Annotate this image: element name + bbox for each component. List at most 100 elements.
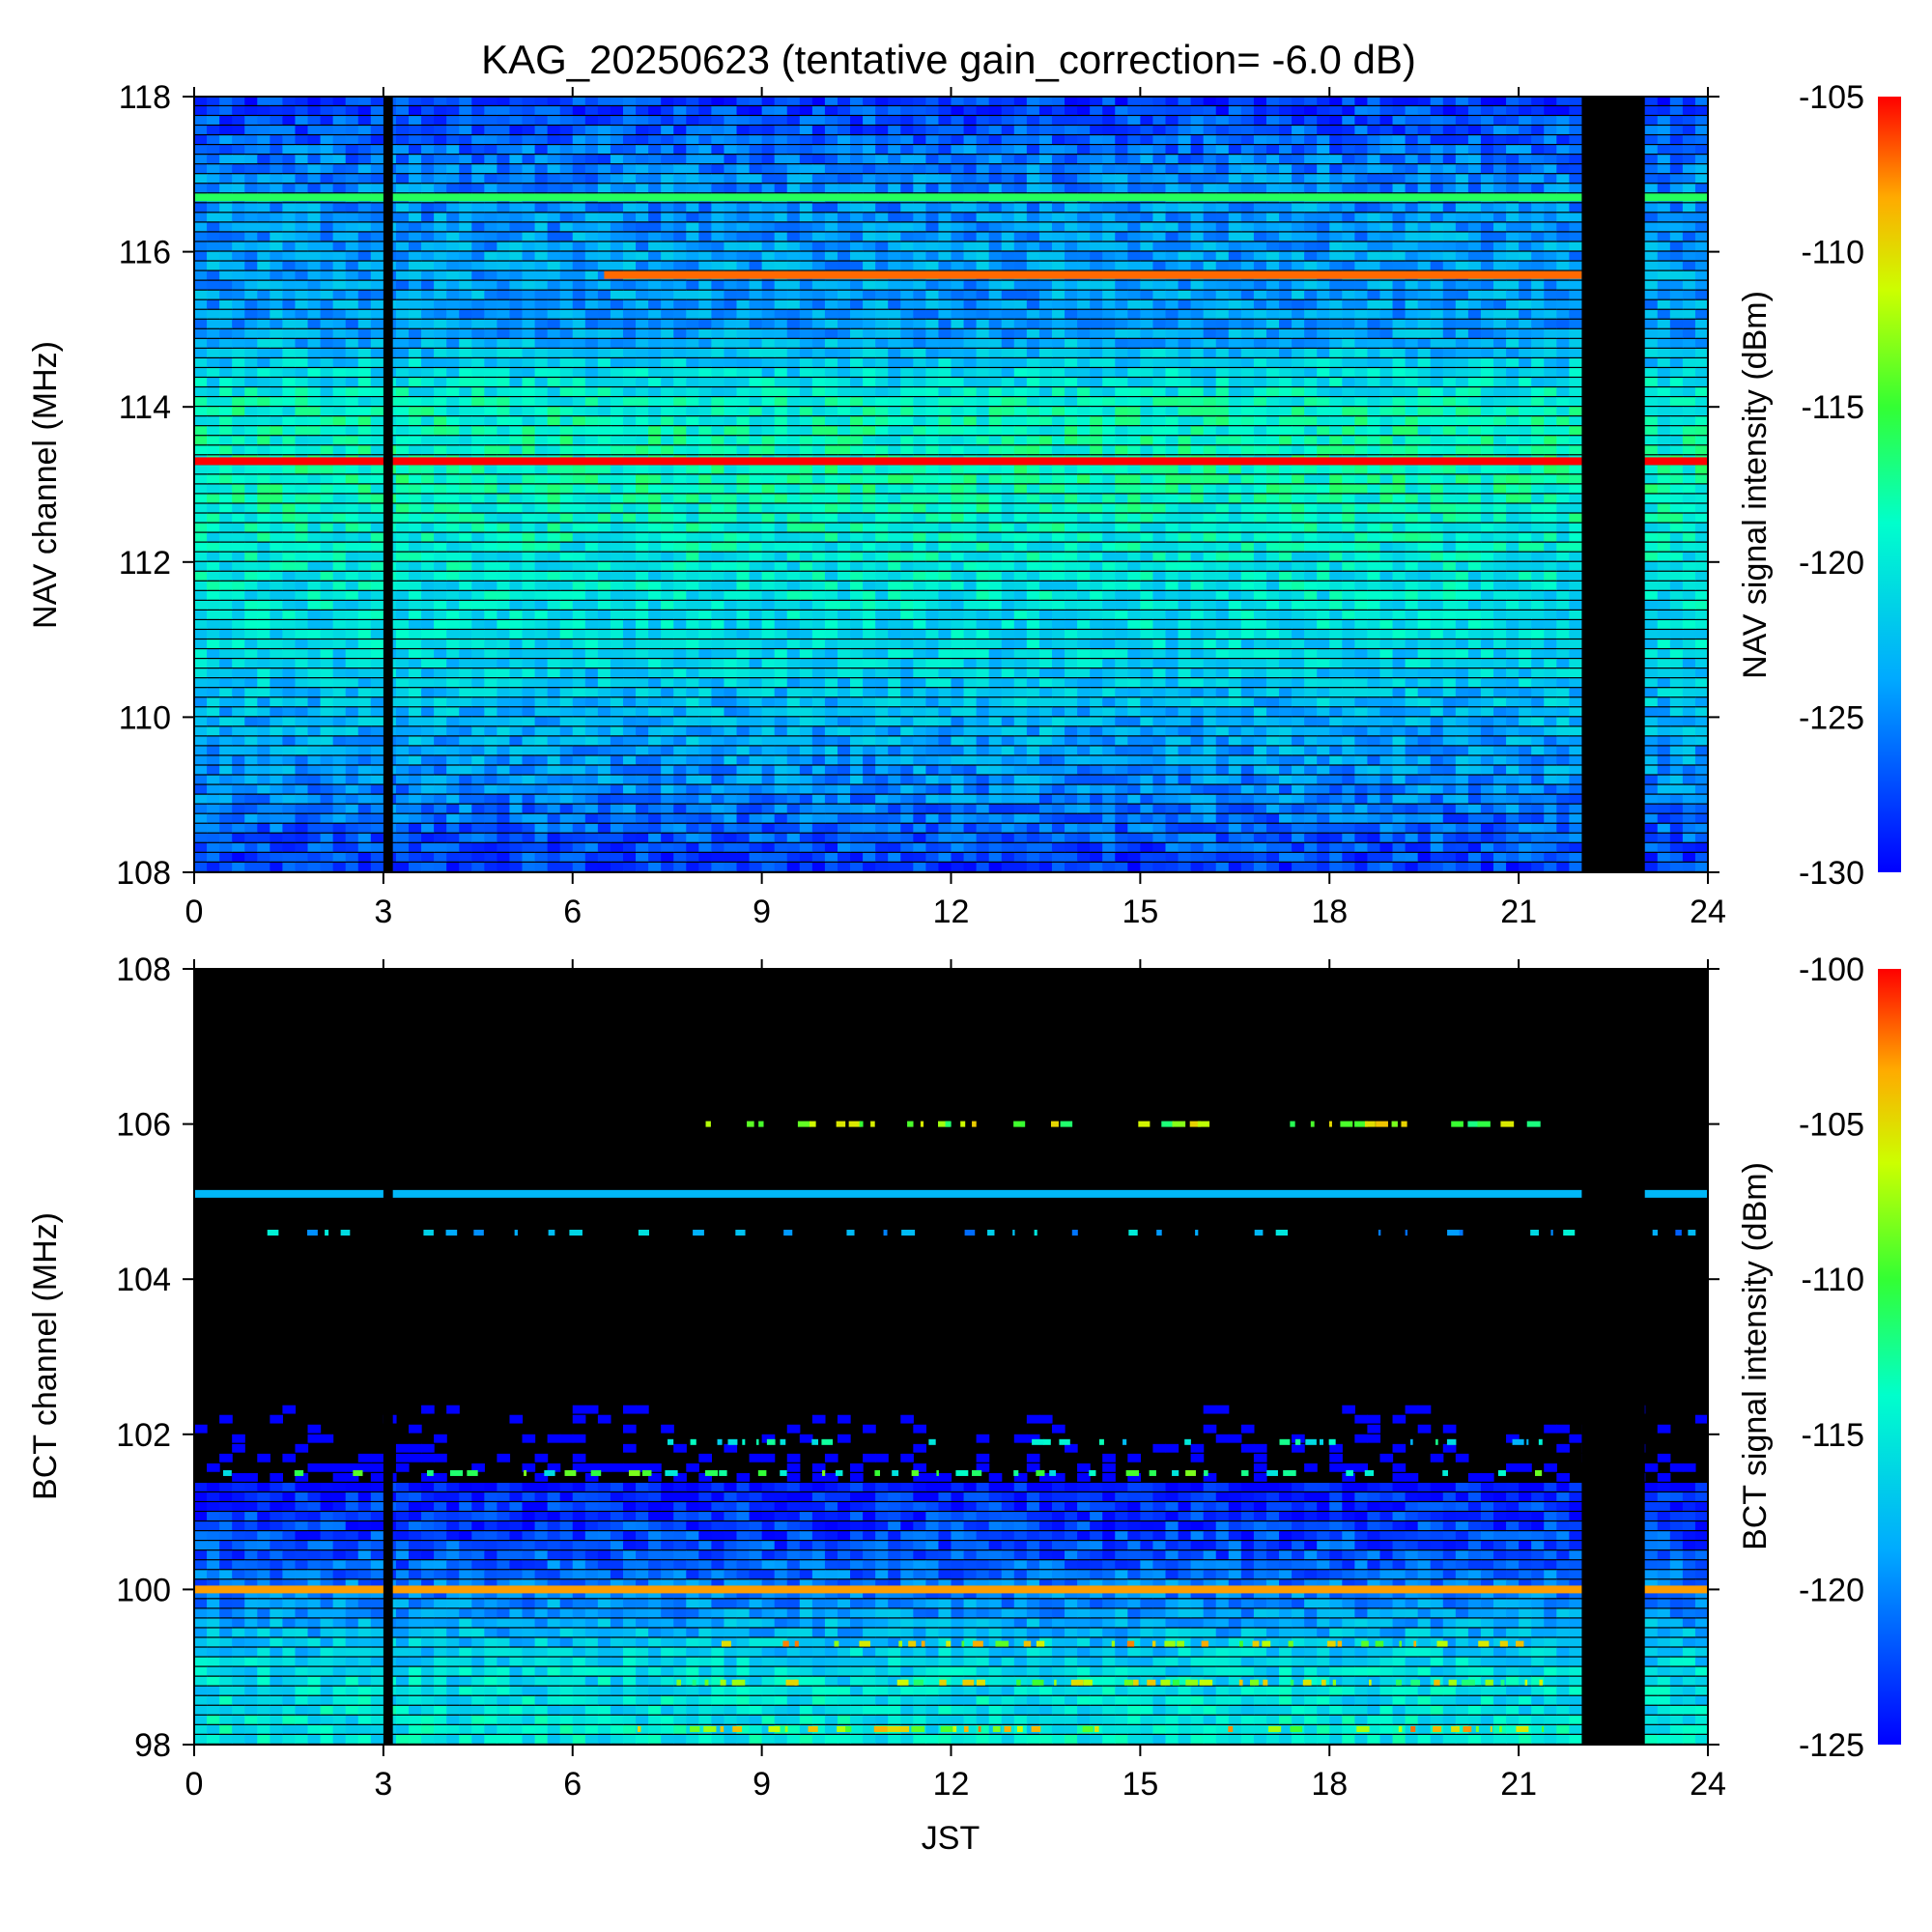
nav-heatmap-cell (345, 465, 359, 474)
nav-heatmap-cell (1405, 630, 1419, 639)
nav-heatmap-cell (509, 784, 524, 794)
nav-heatmap-cell (1493, 503, 1507, 513)
nav-heatmap-cell (875, 649, 889, 658)
nav-heatmap-cell (938, 707, 952, 717)
nav-heatmap-cell (1682, 668, 1696, 678)
nav-heatmap-cell (1115, 678, 1128, 688)
nav-heatmap-cell (471, 862, 485, 871)
nav-heatmap-cell (636, 523, 649, 532)
nav-heatmap-cell (1178, 726, 1192, 736)
nav-heatmap-cell (1228, 639, 1242, 648)
nav-heatmap-cell (421, 852, 435, 862)
nav-heatmap-cell (900, 542, 914, 552)
nav-heatmap-cell (1569, 552, 1583, 561)
nav-heatmap-cell (938, 852, 952, 862)
nav-heatmap-cell (1669, 765, 1684, 775)
nav-heatmap-cell (1669, 852, 1684, 862)
nav-heatmap-cell (1265, 794, 1280, 804)
nav-heatmap-cell (1051, 813, 1065, 823)
nav-heatmap-cell (357, 842, 372, 852)
nav-heatmap-cell (1379, 813, 1394, 823)
nav-heatmap-cell (1657, 794, 1671, 804)
nav-heatmap-cell (421, 755, 435, 765)
nav-heatmap-cell (357, 862, 372, 871)
nav-heatmap-cell (1026, 581, 1040, 590)
nav-heatmap-cell (622, 513, 637, 523)
nav-heatmap-cell (1379, 765, 1394, 775)
nav-heatmap-cell (1480, 474, 1494, 484)
nav-heatmap-cell (509, 600, 524, 610)
nav-heatmap-cell (1228, 561, 1242, 571)
nav-heatmap-cell (1354, 833, 1369, 842)
nav-heatmap-cell (811, 833, 826, 842)
nav-heatmap-cell (673, 649, 687, 658)
nav-heatmap-cell (509, 833, 524, 842)
nav-heatmap-cell (850, 862, 864, 871)
nav-heatmap-cell (1657, 862, 1671, 871)
nav-heatmap-cell (307, 726, 322, 736)
nav-heatmap-cell (1544, 794, 1557, 804)
nav-heatmap-cell (925, 707, 940, 717)
nav-heatmap-cell (811, 842, 826, 852)
nav-heatmap-cell (1669, 474, 1684, 484)
nav-heatmap-cell (207, 862, 220, 871)
nav-heatmap-cell (761, 590, 776, 600)
nav-heatmap-cell (724, 610, 738, 619)
nav-heatmap-cell (270, 746, 284, 755)
nav-heatmap-cell (434, 775, 447, 784)
nav-heatmap-cell (484, 542, 497, 552)
nav-heatmap-cell (1569, 639, 1583, 648)
nav-heatmap-cell (673, 755, 687, 765)
nav-heatmap-cell (1405, 775, 1419, 784)
nav-heatmap-cell (584, 862, 599, 871)
nav-heatmap-cell (622, 571, 637, 581)
nav-heatmap-cell (522, 552, 536, 561)
nav-heatmap-cell (1090, 755, 1103, 765)
nav-heatmap-cell (446, 784, 460, 794)
nav-heatmap-cell (951, 755, 965, 765)
nav-heatmap-cell (1506, 620, 1520, 629)
nav-heatmap-cell (1694, 668, 1709, 678)
nav-heatmap-cell (900, 552, 914, 561)
nav-heatmap-cell (1405, 707, 1419, 717)
nav-heatmap-cell (1506, 726, 1520, 736)
nav-heatmap-cell (584, 465, 599, 474)
nav-heatmap-cell (332, 620, 347, 629)
nav-heatmap-cell (1292, 804, 1305, 813)
nav-heatmap-cell (1442, 736, 1457, 746)
nav-heatmap-cell (875, 532, 889, 542)
nav-heatmap-cell (1519, 581, 1532, 590)
nav-heatmap-cell (1240, 630, 1255, 639)
nav-heatmap-cell (1253, 552, 1267, 561)
nav-heatmap-cell (446, 494, 460, 503)
nav-heatmap-cell (194, 765, 208, 775)
nav-heatmap-cell (786, 494, 801, 503)
nav-heatmap-cell (497, 852, 511, 862)
nav-heatmap-cell (610, 697, 624, 707)
nav-heatmap-cell (370, 842, 384, 852)
nav-heatmap-cell (1405, 581, 1419, 590)
nav-heatmap-cell (1694, 494, 1709, 503)
nav-heatmap-cell (232, 542, 245, 552)
nav-heatmap-cell (421, 707, 435, 717)
nav-heatmap-cell (572, 678, 586, 688)
nav-heatmap-cell (875, 697, 889, 707)
nav-heatmap-cell (875, 571, 889, 581)
nav-heatmap-cell (1090, 823, 1103, 833)
nav-heatmap-cell (421, 823, 435, 833)
nav-heatmap-cell (1442, 668, 1457, 678)
nav-heatmap-cell (938, 659, 952, 668)
nav-heatmap-cell (1669, 842, 1684, 852)
nav-heatmap-cell (711, 775, 725, 784)
nav-heatmap-cell (1442, 649, 1457, 658)
nav-heatmap-cell (270, 571, 284, 581)
nav-heatmap-cell (1077, 542, 1091, 552)
nav-heatmap-cell (749, 833, 763, 842)
nav-heatmap-cell (572, 503, 586, 513)
nav-heatmap-cell (1203, 784, 1217, 794)
nav-heatmap-cell (1190, 717, 1205, 726)
nav-heatmap-cell (724, 852, 738, 862)
nav-heatmap-cell (648, 746, 662, 755)
nav-heatmap-cell (1467, 474, 1482, 484)
nav-heatmap-cell (194, 523, 208, 532)
